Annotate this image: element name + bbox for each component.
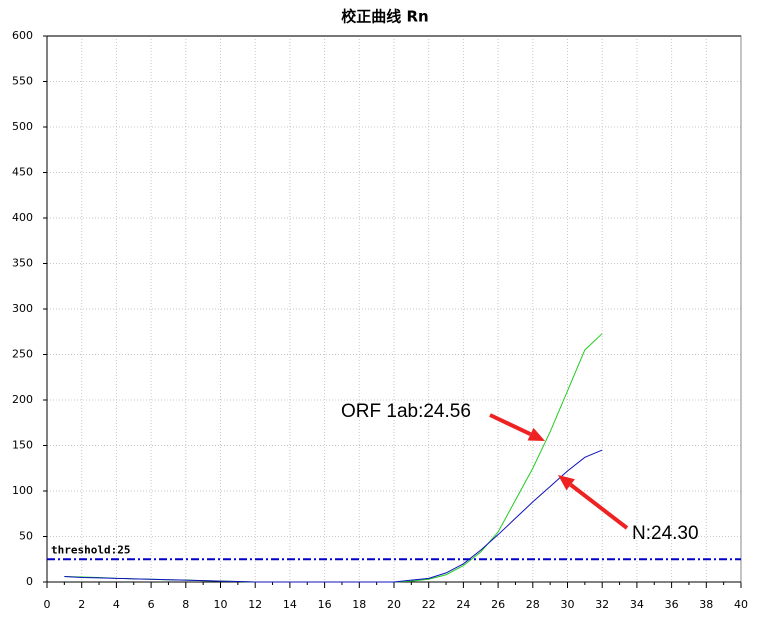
y-tick-label: 450 [12, 166, 33, 179]
x-tick-label: 20 [387, 598, 401, 611]
x-tick-label: 18 [352, 598, 366, 611]
x-tick-label: 10 [214, 598, 228, 611]
x-tick-label: 32 [595, 598, 609, 611]
x-tick-label: 36 [665, 598, 679, 611]
x-tick-label: 22 [422, 598, 436, 611]
chart-title: 校正曲线 Rn [341, 8, 428, 26]
y-tick-label: 500 [12, 120, 33, 133]
y-tick-label: 300 [12, 302, 33, 315]
y-tick-label: 200 [12, 393, 33, 406]
annotation: N:24.30 [632, 523, 699, 544]
x-tick-label: 26 [491, 598, 505, 611]
x-tick-label: 28 [526, 598, 540, 611]
y-tick-label: 350 [12, 257, 33, 270]
annotation: ORF 1ab:24.56 [341, 401, 471, 422]
y-tick-label: 100 [12, 484, 33, 497]
x-tick-label: 24 [456, 598, 470, 611]
x-tick-label: 14 [283, 598, 297, 611]
x-tick-label: 30 [561, 598, 575, 611]
x-tick-label: 38 [699, 598, 713, 611]
y-tick-label: 250 [12, 348, 33, 361]
x-tick-label: 40 [734, 598, 748, 611]
y-tick-label: 600 [12, 29, 33, 42]
x-tick-label: 0 [44, 598, 51, 611]
arrow-head [558, 475, 575, 491]
series-line [64, 449, 603, 583]
x-tick-label: 16 [318, 598, 332, 611]
arrow-head [527, 427, 545, 441]
x-tick-label: 4 [113, 598, 120, 611]
x-tick-label: 2 [78, 598, 85, 611]
y-tick-label: 0 [26, 575, 33, 588]
x-tick-label: 6 [148, 598, 155, 611]
x-tick-label: 8 [182, 598, 189, 611]
arrow-shaft [569, 483, 629, 530]
threshold-label: threshold:25 [51, 543, 130, 556]
y-tick-label: 550 [12, 75, 33, 88]
x-tick-label: 12 [248, 598, 262, 611]
y-tick-label: 400 [12, 211, 33, 224]
y-tick-label: 150 [12, 439, 33, 452]
series-line [64, 333, 603, 583]
arrow-shaft [489, 413, 532, 436]
x-tick-label: 34 [630, 598, 644, 611]
y-tick-label: 50 [19, 530, 33, 543]
